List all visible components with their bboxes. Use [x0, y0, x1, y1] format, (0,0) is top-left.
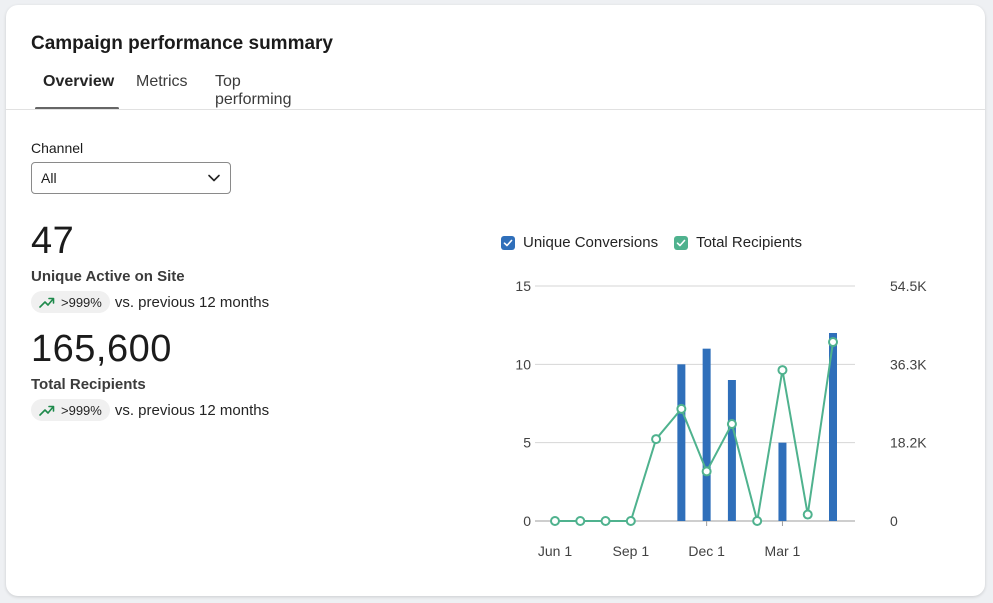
line-point: [625, 516, 636, 526]
metric-trend-active: >999% vs. previous 12 months: [31, 291, 269, 313]
line-point: [550, 516, 560, 526]
line-point: [802, 509, 813, 520]
line-point: [777, 365, 788, 376]
channel-dropdown[interactable]: All: [31, 162, 231, 194]
y-right-tick-label: 54.5K: [890, 278, 927, 294]
metric-label-recipients: Total Recipients: [31, 376, 146, 393]
line-point: [701, 466, 712, 477]
x-tick-label: Jun 1: [538, 543, 572, 559]
trend-value: >999%: [61, 402, 102, 418]
metric-trend-recipients: >999% vs. previous 12 months: [31, 399, 269, 421]
trending-up-icon: [39, 297, 55, 308]
y-left-tick-label: 0: [523, 513, 531, 529]
bar: [778, 442, 787, 521]
y-left-tick-label: 15: [515, 278, 531, 294]
bar: [829, 333, 837, 521]
x-tick-label: Mar 1: [765, 543, 801, 559]
line-point: [828, 337, 838, 348]
line-point: [676, 403, 687, 414]
bar: [677, 364, 686, 521]
y-left-tick-label: 5: [523, 435, 531, 451]
campaign-card: Campaign performance summary Overview Me…: [6, 5, 985, 596]
line-point: [600, 516, 611, 526]
metric-value-active: 47: [31, 220, 75, 262]
trend-badge: >999%: [31, 291, 110, 313]
line-point: [726, 418, 737, 429]
trending-up-icon: [39, 405, 55, 416]
legend-label: Unique Conversions: [523, 234, 659, 251]
line-point: [752, 516, 763, 526]
line-point: [575, 516, 586, 526]
legend-item-total-recipients[interactable]: Total Recipients: [674, 234, 802, 251]
bar: [727, 380, 736, 521]
channel-filter-label: Channel: [31, 140, 84, 156]
active-tab-indicator: [35, 107, 119, 110]
x-tick-label: Dec 1: [688, 543, 725, 559]
y-right-tick-label: 18.2K: [890, 435, 927, 451]
header-divider: [6, 109, 985, 110]
trend-comparison: vs. previous 12 months: [114, 401, 270, 419]
metric-value-recipients: 165,600: [31, 328, 172, 370]
legend-label: Total Recipients: [696, 234, 802, 251]
tab-top-performing[interactable]: Top performing: [215, 73, 292, 108]
chevron-down-icon: [208, 174, 220, 182]
checkbox-checked-icon[interactable]: [501, 235, 515, 250]
trend-badge: >999%: [31, 399, 110, 421]
x-tick-label: Sep 1: [613, 543, 650, 559]
trend-comparison: vs. previous 12 months: [114, 293, 270, 311]
page-title: Campaign performance summary: [31, 33, 333, 54]
y-left-tick-label: 10: [515, 356, 531, 372]
tab-metrics[interactable]: Metrics: [136, 73, 188, 90]
y-right-tick-label: 0: [890, 513, 898, 529]
line-point: [651, 434, 662, 445]
trend-value: >999%: [61, 294, 102, 310]
campaign-chart: 0 0 5 18.2K 10 36.3K 15 54.5K Jun 1 Sep 1 Dec 1 Mar…: [515, 278, 927, 559]
metric-label-active: Unique Active on Site: [31, 268, 185, 285]
channel-dropdown-value: All: [41, 170, 57, 186]
tab-overview[interactable]: Overview: [43, 73, 115, 90]
checkbox-checked-icon[interactable]: [674, 235, 689, 250]
legend-item-unique-conversions[interactable]: Unique Conversions: [501, 234, 658, 251]
series-line: [555, 341, 834, 522]
bar: [702, 348, 711, 521]
chart-legend: Unique Conversions Total Recipients: [501, 234, 818, 251]
y-right-tick-label: 36.3K: [890, 356, 927, 372]
